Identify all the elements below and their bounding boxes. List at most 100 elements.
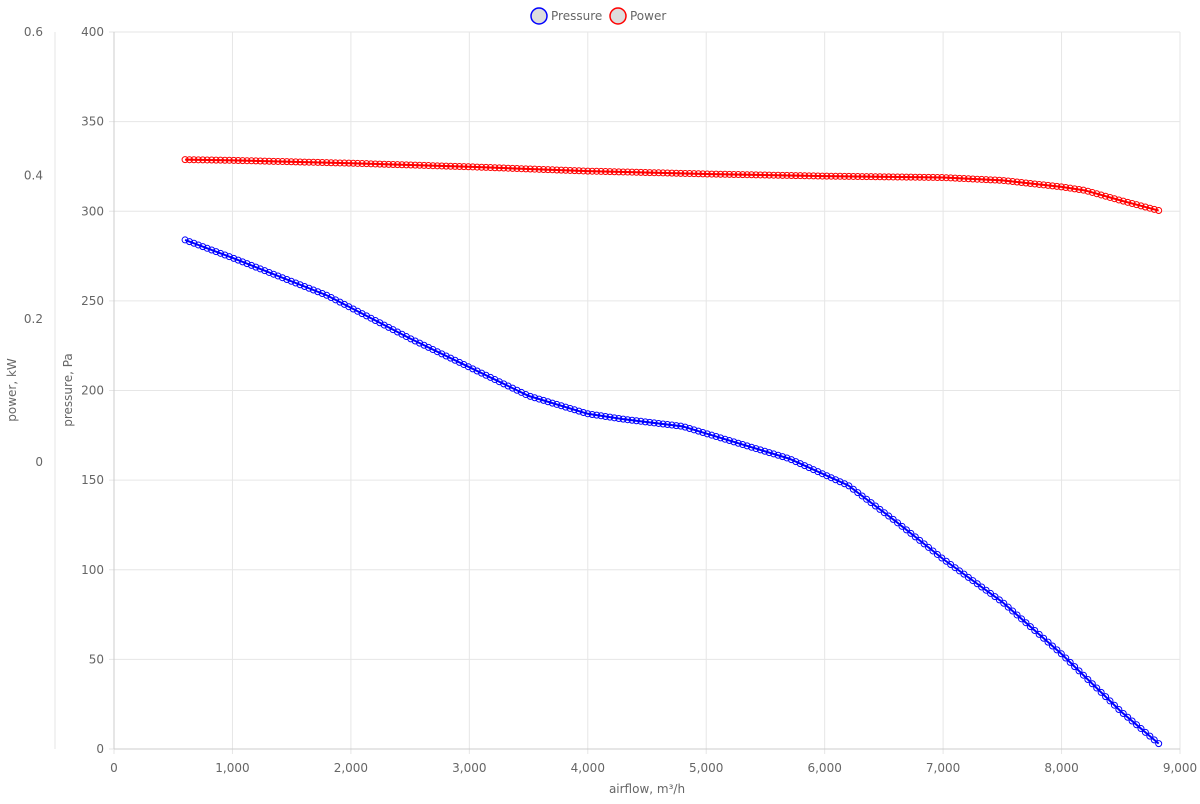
series-point-power: [743, 171, 751, 179]
series-point-power: [486, 164, 494, 172]
series-point-pressure: [942, 557, 950, 565]
series-point-power: [380, 160, 388, 168]
legend-item-power[interactable]: Power: [609, 7, 666, 25]
series-line-pressure: [184, 238, 1160, 745]
series-point-power: [916, 173, 924, 181]
series-point-pressure: [1004, 603, 1012, 611]
series-point-power: [345, 159, 353, 167]
series-point-pressure: [1146, 732, 1154, 740]
series-point-power: [712, 170, 720, 178]
series-point-power: [1146, 204, 1154, 212]
series-point-power: [792, 172, 800, 180]
series-point-power: [433, 162, 441, 170]
series-point-pressure: [938, 554, 946, 562]
series-point-power: [190, 156, 198, 164]
series-point-pressure: [925, 543, 933, 551]
series-point-pressure: [247, 261, 255, 269]
series-point-power: [942, 174, 950, 182]
series-point-power: [1017, 179, 1025, 187]
series-point-pressure: [615, 414, 623, 422]
series-point-power: [995, 176, 1003, 184]
pressure-tick-label: 100: [81, 563, 104, 577]
series-point-power: [221, 156, 229, 164]
series-point-power: [340, 159, 348, 167]
series-point-pressure: [898, 522, 906, 530]
series-point-power: [690, 170, 698, 178]
series-point-power: [694, 170, 702, 178]
pressure-tick-label: 250: [81, 294, 104, 308]
series-point-power: [398, 161, 406, 169]
series-point-power: [1031, 180, 1039, 188]
series-point-pressure: [730, 438, 738, 446]
series-point-power: [902, 173, 910, 181]
series-point-pressure: [637, 417, 645, 425]
series-point-pressure: [641, 418, 649, 426]
series-point-pressure: [779, 453, 787, 461]
series-point-power: [363, 160, 371, 168]
series-point-pressure: [880, 509, 888, 517]
series-point-pressure: [495, 378, 503, 386]
series-point-pressure: [292, 279, 300, 287]
series-point-pressure: [982, 586, 990, 594]
series-point-pressure: [752, 445, 760, 453]
series-point-power: [827, 172, 835, 180]
series-point-pressure: [947, 560, 955, 568]
series-point-power: [956, 174, 964, 182]
series-point-pressure: [575, 407, 583, 415]
series-point-power: [575, 167, 583, 175]
series-point-power: [1026, 179, 1034, 187]
series-point-power: [854, 173, 862, 181]
series-point-power: [1097, 191, 1105, 199]
legend[interactable]: Pressure Power: [530, 7, 666, 25]
series-point-power: [579, 167, 587, 175]
series-point-pressure: [1071, 663, 1079, 671]
series-point-power: [925, 173, 933, 181]
series-point-pressure: [1000, 599, 1008, 607]
series-point-pressure: [185, 238, 193, 246]
series-point-pressure: [256, 265, 264, 273]
series-point-power: [447, 162, 455, 170]
series-point-power: [588, 167, 596, 175]
series-point-pressure: [858, 492, 866, 500]
series-point-power: [216, 156, 224, 164]
series-point-power: [601, 168, 609, 176]
series-point-power: [332, 159, 340, 167]
series-point-power: [429, 162, 437, 170]
series-point-power: [632, 168, 640, 176]
series-point-power: [287, 158, 295, 166]
series-point-power: [354, 159, 362, 167]
series-point-pressure: [420, 341, 428, 349]
series-point-power: [646, 169, 654, 177]
series-point-pressure: [486, 373, 494, 381]
series-point-pressure: [849, 485, 857, 493]
grid: [109, 31, 1181, 754]
x-tick-label: 5,000: [689, 761, 723, 775]
series-point-power: [1128, 200, 1136, 207]
series-point-power: [668, 169, 676, 177]
series-point-power: [593, 167, 601, 175]
series-point-pressure: [845, 482, 853, 490]
legend-item-pressure[interactable]: Pressure: [530, 7, 602, 25]
series-point-power: [371, 160, 379, 168]
series-point-pressure: [460, 361, 468, 369]
series-point-pressure: [513, 386, 521, 394]
series-point-power: [863, 173, 871, 181]
series-point-power: [805, 172, 813, 180]
pressure-tick-label: 300: [81, 204, 104, 218]
series-point-pressure: [624, 416, 632, 424]
series-point-pressure: [991, 593, 999, 601]
series-point-pressure: [770, 450, 778, 458]
series-point-pressure: [540, 396, 548, 404]
power-tick-label: 0.4: [24, 168, 43, 182]
series-point-power: [323, 159, 331, 167]
series-point-power: [208, 156, 216, 164]
series-point-power: [270, 157, 278, 165]
series-point-power: [752, 171, 760, 179]
pressure-tick-label: 150: [81, 473, 104, 487]
series-point-power: [261, 157, 269, 165]
series-point-pressure: [265, 268, 273, 276]
series-point-pressure: [659, 420, 667, 428]
series: [181, 156, 1163, 748]
series-point-power: [1035, 180, 1043, 188]
x-tick-label: 8,000: [1044, 761, 1078, 775]
